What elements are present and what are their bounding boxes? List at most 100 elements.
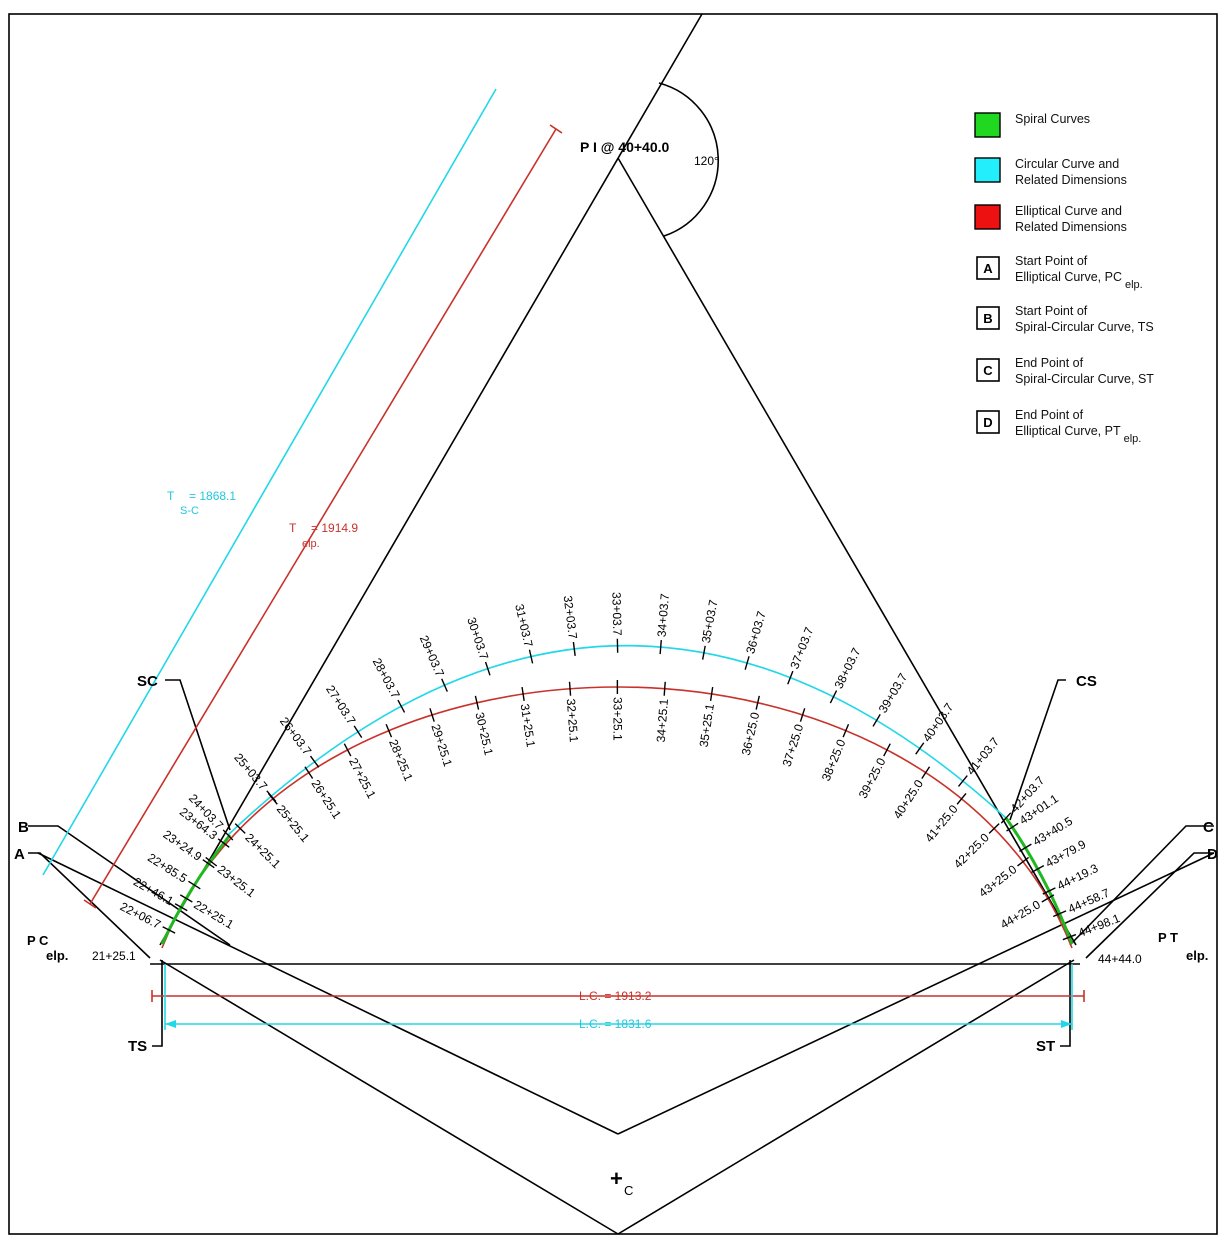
legend-swatch [975,113,1000,137]
circular-station-label: 32+03.7 [561,595,580,640]
tangent-sc-main: T [167,489,175,503]
elliptical-station-label: 30+25.1 [472,711,496,757]
elliptical-station-label: 40+25.0 [890,777,926,822]
left-spiral-station-label: 23+24.9 [160,827,204,864]
elliptical-station-tick [570,682,571,696]
leader-d [1086,853,1214,958]
pc-sub-label: elp. [46,948,68,963]
circular-station-label: 36+03.7 [743,609,769,655]
circular-station-label: 35+03.7 [699,598,721,644]
elliptical-station-label: 42+25.0 [951,830,992,871]
legend-subscript: elp. [1124,433,1142,445]
elliptical-station-tick [344,744,350,756]
pt-sub-label: elp. [1186,948,1208,963]
elliptical-station-label: 44+25.0 [998,897,1043,931]
circular-station-tick [354,726,362,738]
elliptical-station-label: 37+25.0 [780,722,807,768]
legend-text: Elliptical Curve, PTelp. [1015,424,1141,445]
legend-item: D End Point of Elliptical Curve, PTelp. [977,408,1141,445]
angle-label: 120° [694,154,719,168]
legend-text: Spiral Curves [1015,112,1090,126]
elliptical-station-label: 23+25.1 [215,862,258,900]
pc-main-label: P C [27,933,49,948]
elliptical-station-label: 41+25.0 [922,802,961,845]
elliptical-station-tick [664,682,665,696]
circular-station-tick [916,743,924,754]
circular-station-label: 33+03.7 [609,592,624,636]
legend-letter: D [983,415,992,430]
circular-station-label: 37+03.7 [787,625,816,671]
legend-letter: B [983,311,992,326]
legend-text: End Point of [1015,356,1084,370]
circular-station-label: 34+03.7 [654,593,672,638]
tangent-elp-start-tick [550,125,562,133]
forward-tangent-line [618,158,1076,945]
circular-station-label: 28+03.7 [370,656,403,701]
left-spiral-station-label: 22+06.7 [118,899,164,931]
elliptical-station-label: 24+25.1 [242,831,283,872]
circular-station-label: 41+03.7 [964,735,1003,778]
elliptical-station-label: 25+25.1 [274,802,313,845]
right-spiral-station-label: 43+79.9 [1043,837,1088,870]
circular-station-tick [873,714,880,726]
point-c-label: C [1203,819,1214,836]
circular-station-label: 29+03.7 [417,633,447,679]
circular-station-label: 39+03.7 [876,670,911,715]
legend-text: Start Point of [1015,304,1088,318]
chord-elp-label: L.C. = 1913.2 [579,989,652,1003]
elliptical-station-label: 26+25.1 [308,777,344,822]
elliptical-station-label: 36+25.0 [739,711,763,757]
legend-text: Related Dimensions [1015,220,1127,234]
elliptical-station-label: 34+25.1 [654,698,671,743]
circular-station-label: 30+03.7 [464,616,491,662]
radial-line-ts [160,960,618,1234]
elliptical-station-label: 33+25.1 [610,697,624,741]
point-a-label: A [14,846,25,863]
legend-text: Elliptical Curve, PCelp. [1015,270,1143,291]
tangent-elp-main: T [289,521,297,535]
circular-station-label: 38+03.7 [832,645,864,691]
point-ts-label: TS [128,1038,147,1055]
circular-station-label: 26+03.7 [277,714,315,758]
legend-text: End Point of [1015,408,1084,422]
elliptical-station-label: 29+25.1 [428,722,455,768]
tangent-elp-value: = 1914.9 [311,521,358,535]
center-label: C [624,1183,633,1198]
point-st-label: ST [1036,1038,1055,1055]
leader-ts [152,960,162,1046]
point-sc-label: SC [137,673,158,690]
pt-station: 44+44.0 [1098,952,1142,966]
elliptical-station-label: 22+25.1 [191,897,236,931]
chord-sc-left-arrow [165,1020,176,1028]
elliptical-station-label: 38+25.0 [819,737,849,783]
elliptical-station-tick [305,767,313,779]
tangent-sc-value: = 1868.1 [189,489,236,503]
right-spiral-station-label: 44+19.3 [1055,861,1101,893]
elliptical-station-tick [957,793,966,804]
elliptical-station-label: 28+25.1 [386,737,416,783]
legend-text: Start Point of [1015,254,1088,268]
radial-line-a [38,853,618,1134]
circular-station-tick [310,756,318,767]
elliptical-station-label: 32+25.1 [564,698,581,743]
pi-label: P I @ 40+40.0 [580,139,670,155]
legend-item: B Start Point of Spiral-Circular Curve, TS [977,304,1154,334]
legend-letter: C [983,363,993,378]
leader-b [28,826,230,945]
legend-subscript: elp. [1125,279,1143,291]
legend-text: Spiral-Circular Curve, TS [1015,320,1154,334]
tangent-elp-sub: elp. [302,538,320,550]
legend-letter: A [983,261,993,276]
elliptical-station-label: 35+25.1 [697,703,717,749]
legend-text: Spiral-Circular Curve, ST [1015,372,1154,386]
radial-line-st [618,960,1074,1234]
elliptical-station-tick [922,767,930,779]
pt-main-label: P T [1158,930,1178,945]
elliptical-station-label: 39+25.0 [856,755,889,801]
leader-st [1060,960,1070,1046]
circular-station-tick [573,642,575,656]
chord-sc-label: L.C. = 1831.6 [579,1017,652,1031]
